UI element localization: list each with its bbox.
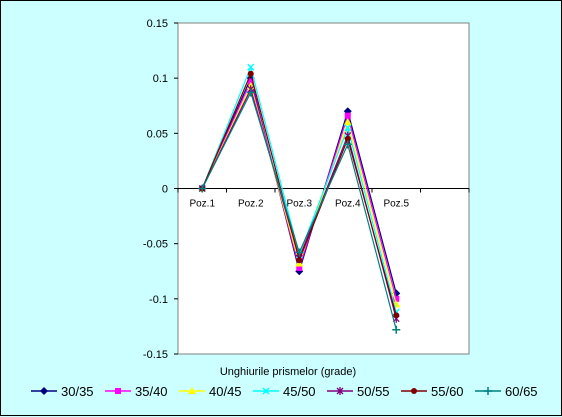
y-tick-label: -0.15: [143, 349, 168, 361]
data-point: [343, 140, 352, 149]
x-category-label: Poz.5: [383, 199, 409, 210]
x-axis-title: Unghiurile prismelor (grade): [220, 366, 356, 378]
y-tick-label: -0.1: [149, 294, 168, 306]
y-tick-label: -0.05: [143, 239, 168, 251]
legend-label: 50/55: [357, 384, 390, 399]
x-category-label: Poz.3: [286, 199, 312, 210]
data-point: [392, 325, 401, 334]
data-point: [344, 112, 351, 119]
data-point: [247, 70, 254, 77]
legend-marker: [262, 387, 270, 395]
x-category-label: Poz.4: [335, 199, 361, 210]
data-point: [393, 312, 400, 319]
legend-marker: [411, 388, 417, 394]
legend-marker: [115, 388, 121, 394]
data-point: [344, 124, 352, 132]
legend-marker: [188, 387, 196, 394]
data-point: [198, 184, 207, 193]
y-tick-label: 0: [162, 184, 168, 196]
data-point: [247, 63, 255, 71]
data-point: [247, 78, 254, 85]
data-point: [246, 88, 255, 97]
legend-label: 55/60: [431, 384, 464, 399]
legend-marker: [484, 387, 492, 395]
legend-label: 45/50: [283, 384, 316, 399]
data-point: [296, 264, 303, 271]
legend-marker: [336, 387, 344, 395]
y-tick-label: 0.15: [147, 18, 168, 30]
data-point: [344, 135, 351, 142]
y-tick-label: 0.1: [153, 73, 168, 85]
data-point: [295, 248, 304, 257]
y-tick-label: 0.05: [147, 128, 168, 140]
data-point: [393, 295, 400, 302]
legend-label: 30/35: [61, 384, 94, 399]
x-category-label: Poz.1: [189, 199, 215, 210]
legend-label: 40/45: [209, 384, 242, 399]
data-point: [343, 118, 352, 126]
legend-marker: [40, 387, 48, 395]
legend-label: 60/65: [505, 384, 538, 399]
legend-label: 35/40: [135, 384, 168, 399]
data-point: [296, 257, 303, 264]
x-category-label: Poz.2: [238, 199, 264, 210]
